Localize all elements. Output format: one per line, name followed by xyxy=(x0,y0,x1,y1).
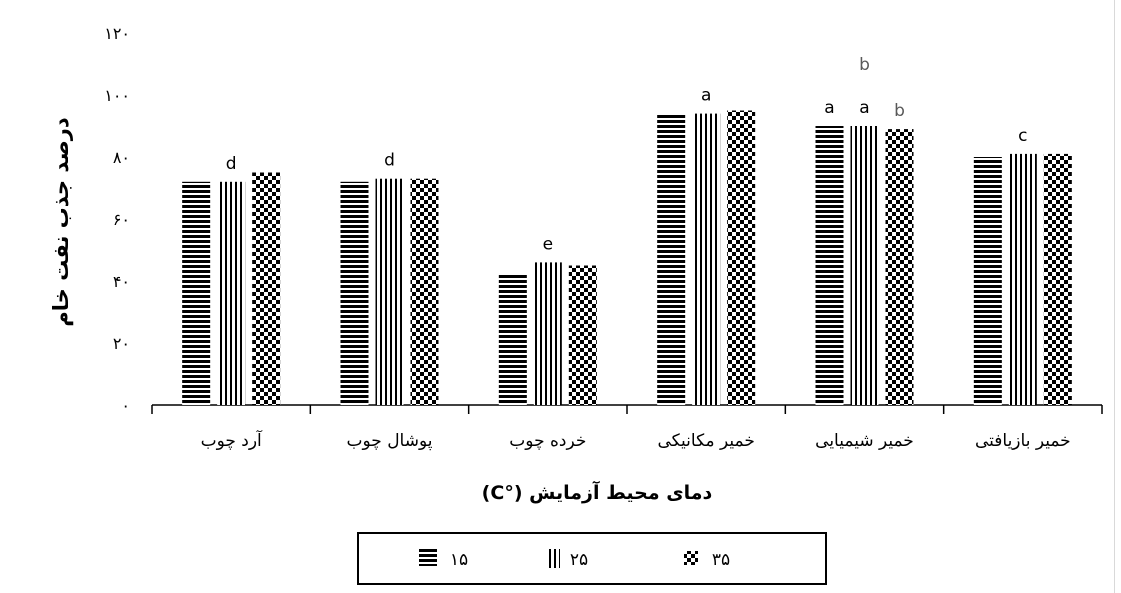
bar-vertical xyxy=(1008,153,1037,405)
x-tick-label: خمیر بازیافتی xyxy=(975,431,1071,451)
bar-vertical xyxy=(692,113,721,405)
x-tick-label: آرد چوب xyxy=(201,429,263,451)
bar-horizontal xyxy=(973,157,1002,405)
y-tick-label: ۶۰ xyxy=(113,210,130,229)
legend-graphic: ۱۵ ۲۵ ۳۵ xyxy=(419,549,730,570)
significance-label: c xyxy=(1018,126,1027,146)
bar-horizontal xyxy=(182,181,211,405)
legend-label: ۳۵ xyxy=(712,550,730,570)
y-tick-label: ۴۰ xyxy=(113,272,130,291)
significance-label: d xyxy=(226,154,237,174)
bar-horizontal xyxy=(657,113,686,405)
legend-label: ۲۵ xyxy=(570,550,588,570)
x-tick-label: خرده چوب xyxy=(509,431,586,451)
y-axis-title: درصد جذب نفت خام xyxy=(49,117,73,326)
x-tick-label: پوشال چوب xyxy=(347,431,433,451)
bar-checker xyxy=(727,110,756,405)
bar-checker xyxy=(885,129,914,405)
bar-vertical xyxy=(375,178,404,405)
legend-swatch-vertical xyxy=(546,549,560,568)
bar-checker xyxy=(410,178,439,405)
bar-vertical xyxy=(217,181,246,405)
significance-label: b xyxy=(859,55,870,75)
x-tick-label: خمیر مکانیکی xyxy=(657,431,754,451)
bar-vertical xyxy=(533,262,562,405)
y-tick-label: ۰ xyxy=(121,396,130,415)
y-tick-label: ۱۲۰ xyxy=(104,24,130,43)
bar-horizontal xyxy=(498,274,527,405)
y-tick-label: ۸۰ xyxy=(113,148,130,167)
legend: ۱۵ ۲۵ ۳۵ xyxy=(357,532,827,585)
bar-horizontal xyxy=(815,126,844,405)
significance-label: a xyxy=(859,98,869,118)
x-tick-label: خمیر شیمیایی xyxy=(815,431,914,451)
significance-label: a xyxy=(824,98,834,118)
bar-horizontal xyxy=(340,181,369,405)
y-tick-label: ۲۰ xyxy=(113,334,130,353)
significance-label: d xyxy=(384,151,395,171)
bar-checker xyxy=(1043,153,1072,405)
y-axis-title-group: درصد جذب نفت خام xyxy=(49,117,73,326)
significance-label: a xyxy=(701,86,711,106)
legend-label: ۱۵ xyxy=(450,550,468,570)
legend-swatch-horizontal xyxy=(419,549,437,566)
x-axis-title: دمای محیط آزمایش (°C) xyxy=(482,480,713,504)
significance-label: b xyxy=(894,101,905,121)
y-tick-label: ۱۰۰ xyxy=(104,86,130,105)
plot-area: ۰ ۲۰ ۴۰ ۶۰ ۸۰ ۱۰۰ ۱۲۰ آرد چوب پوشال چوب خرده چوب خ… xyxy=(104,24,1103,451)
bar-checker xyxy=(252,172,281,405)
bar-vertical xyxy=(850,126,879,405)
significance-label: e xyxy=(543,234,553,254)
legend-swatch-checker xyxy=(684,551,698,565)
bar-checker xyxy=(568,265,597,405)
